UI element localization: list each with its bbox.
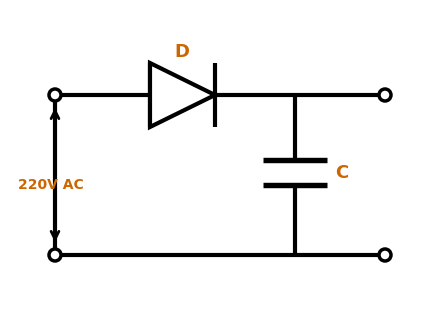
Circle shape — [379, 249, 391, 261]
Circle shape — [49, 89, 61, 101]
Circle shape — [379, 89, 391, 101]
Circle shape — [49, 249, 61, 261]
Text: D: D — [175, 43, 190, 61]
Polygon shape — [150, 63, 215, 127]
Text: 220V AC: 220V AC — [18, 178, 84, 192]
Text: C: C — [335, 164, 348, 182]
